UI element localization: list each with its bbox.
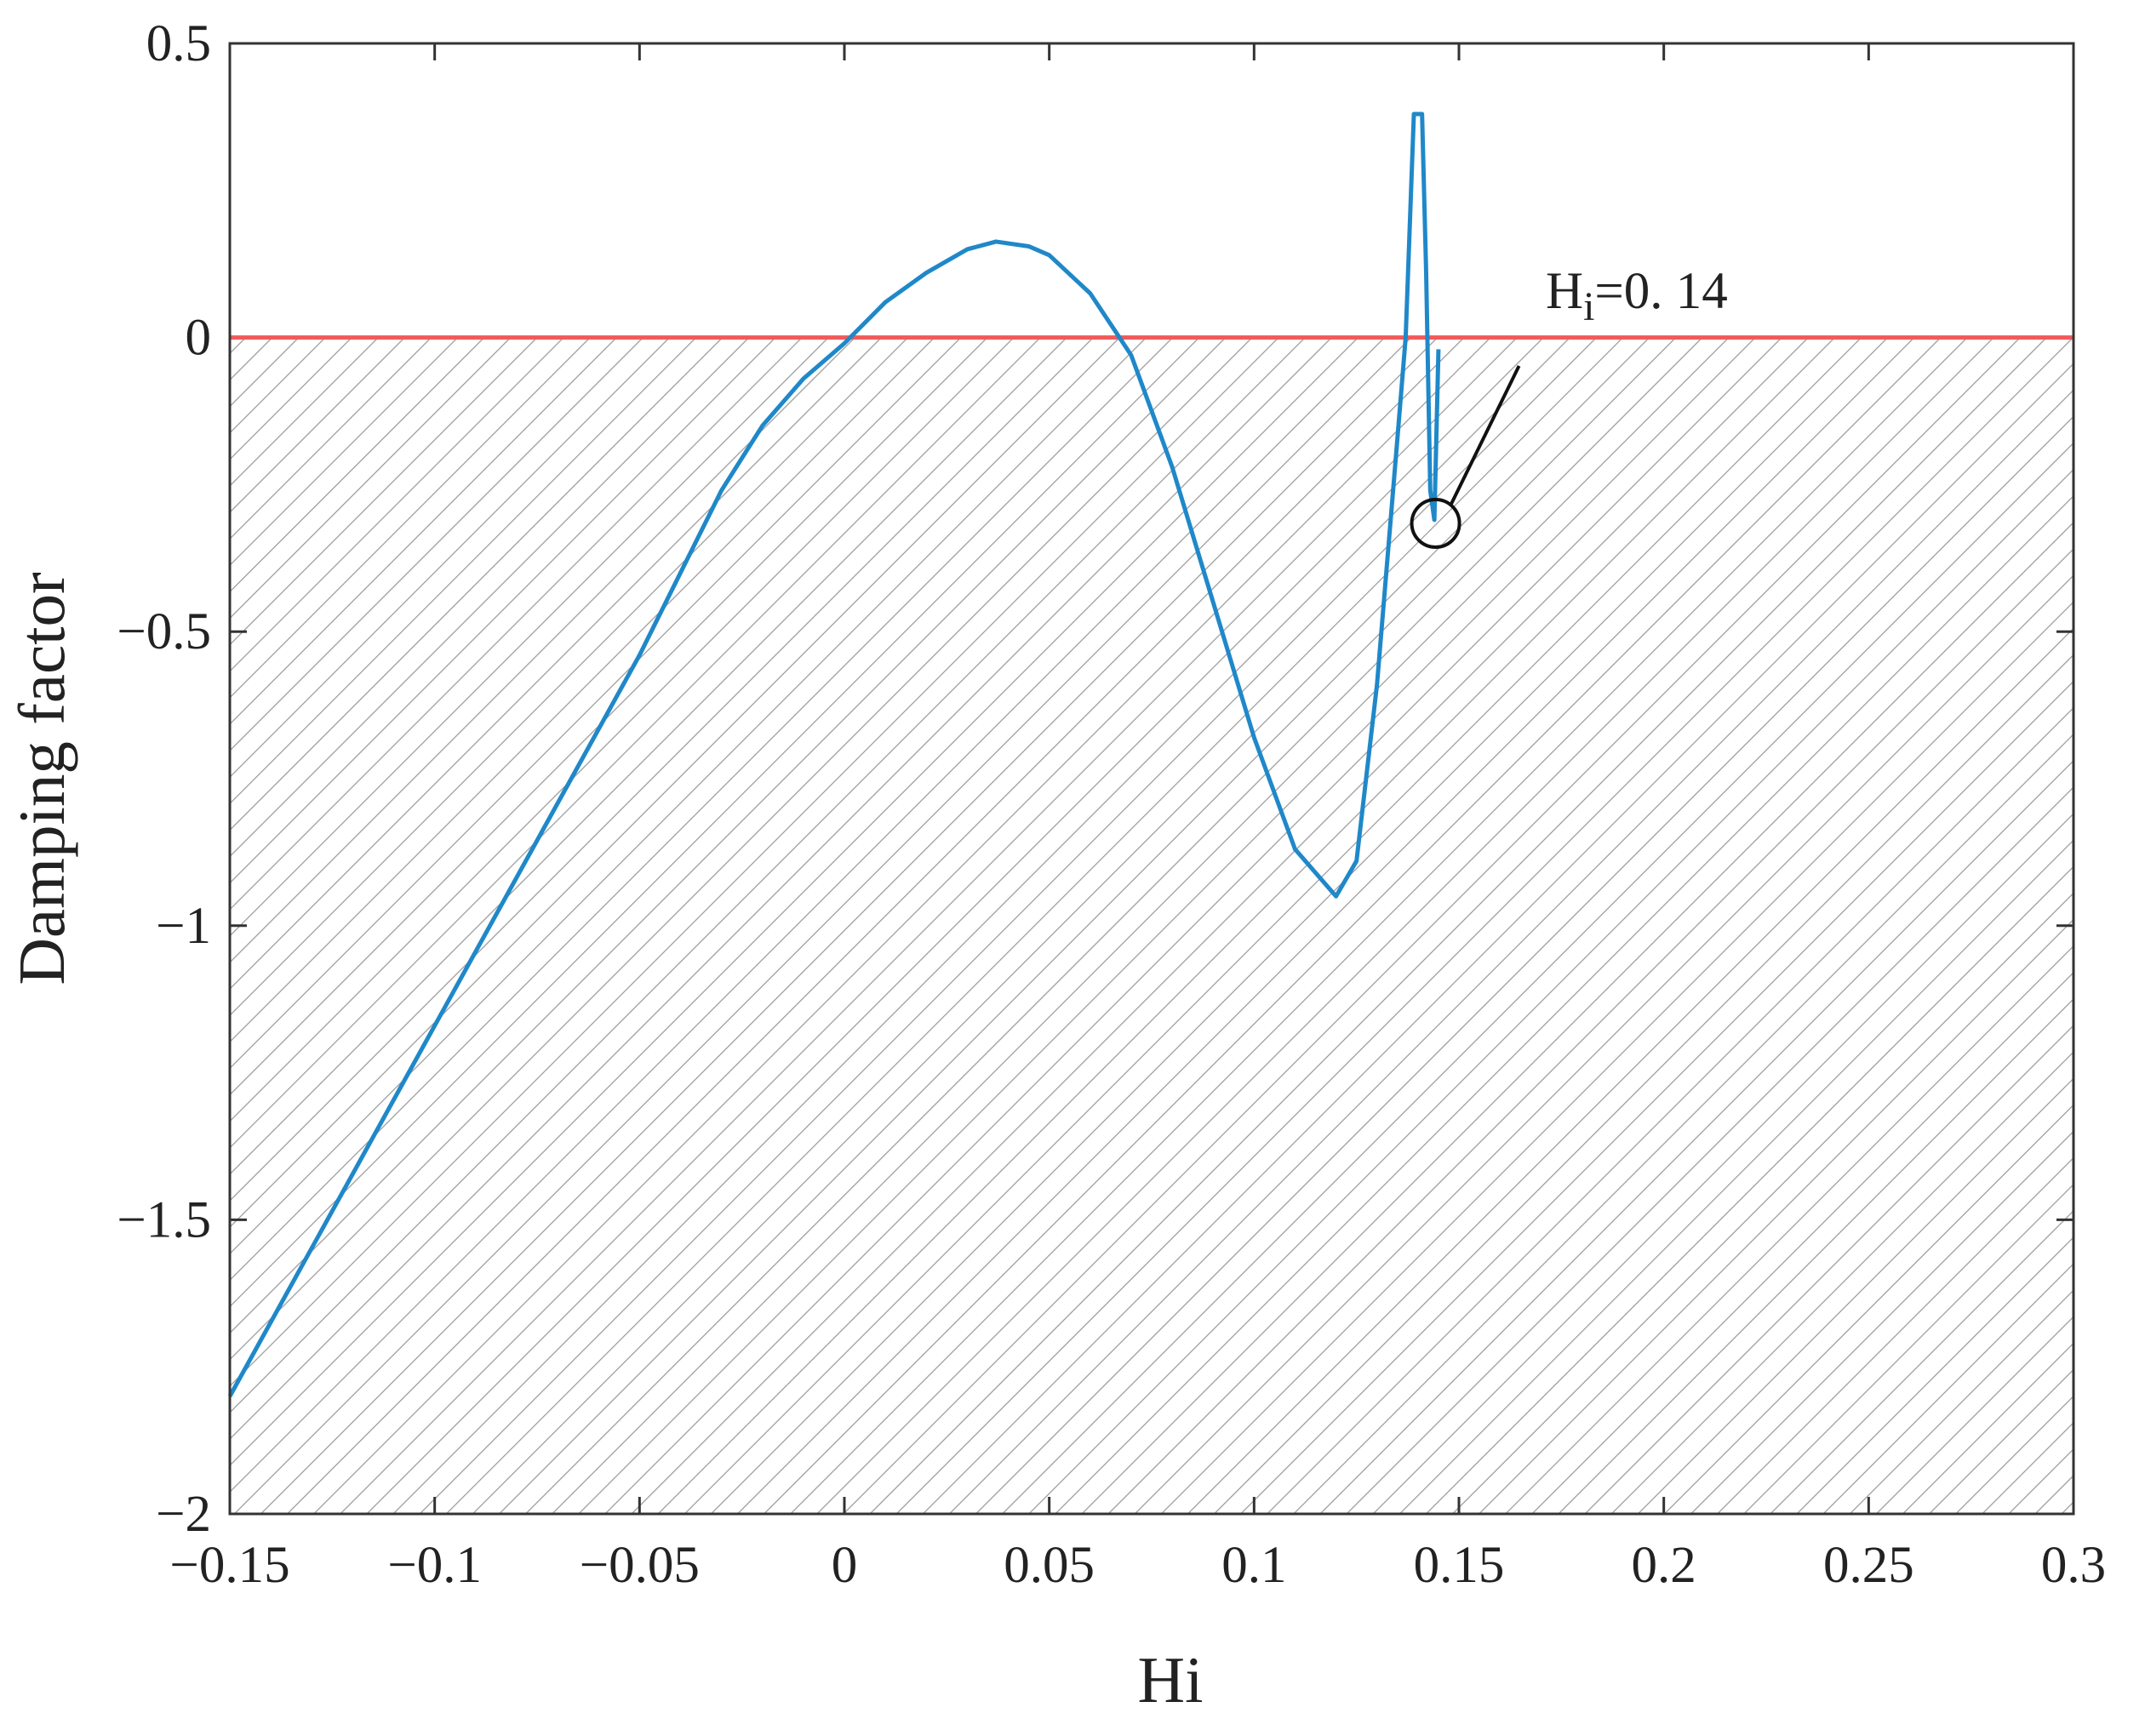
x-tick-label: 0.3 xyxy=(2041,1537,2106,1594)
annotation-pointer xyxy=(1449,365,1521,505)
data-line xyxy=(227,111,1441,1397)
x-tick-label: 0.15 xyxy=(1414,1537,1505,1594)
annotation-suffix: =0. 14 xyxy=(1594,263,1727,320)
x-tick-label: 0.25 xyxy=(1823,1537,1914,1594)
x-tick-label: −0.15 xyxy=(169,1537,289,1594)
x-tick-label: 0.05 xyxy=(1004,1537,1095,1594)
annotation-h: H xyxy=(1546,263,1583,320)
hatch-region xyxy=(230,337,2074,1515)
y-tick-label: 0 xyxy=(186,310,212,367)
x-tick-label: 0.1 xyxy=(1221,1537,1286,1594)
x-tick-label: −0.1 xyxy=(387,1537,482,1594)
y-tick-label: −1.5 xyxy=(117,1191,211,1248)
y-tick-label: −2 xyxy=(156,1486,211,1543)
x-tick-label: −0.05 xyxy=(580,1537,700,1594)
y-tick-label: 0.5 xyxy=(146,15,211,72)
x-tick-label: 0.2 xyxy=(1632,1537,1696,1594)
y-axis-label: Damping factor xyxy=(5,572,78,985)
plot-frame xyxy=(228,42,2075,1516)
x-tick-label: 0 xyxy=(832,1537,858,1594)
annotation-sub: i xyxy=(1583,284,1594,329)
x-axis-label: Hi xyxy=(1138,1643,1204,1716)
y-tick-label: −1 xyxy=(156,898,211,955)
annotation-text: Hi=0. 14 xyxy=(1546,263,1728,329)
annotation-marker xyxy=(1410,498,1461,550)
y-tick-label: −0.5 xyxy=(117,603,211,660)
